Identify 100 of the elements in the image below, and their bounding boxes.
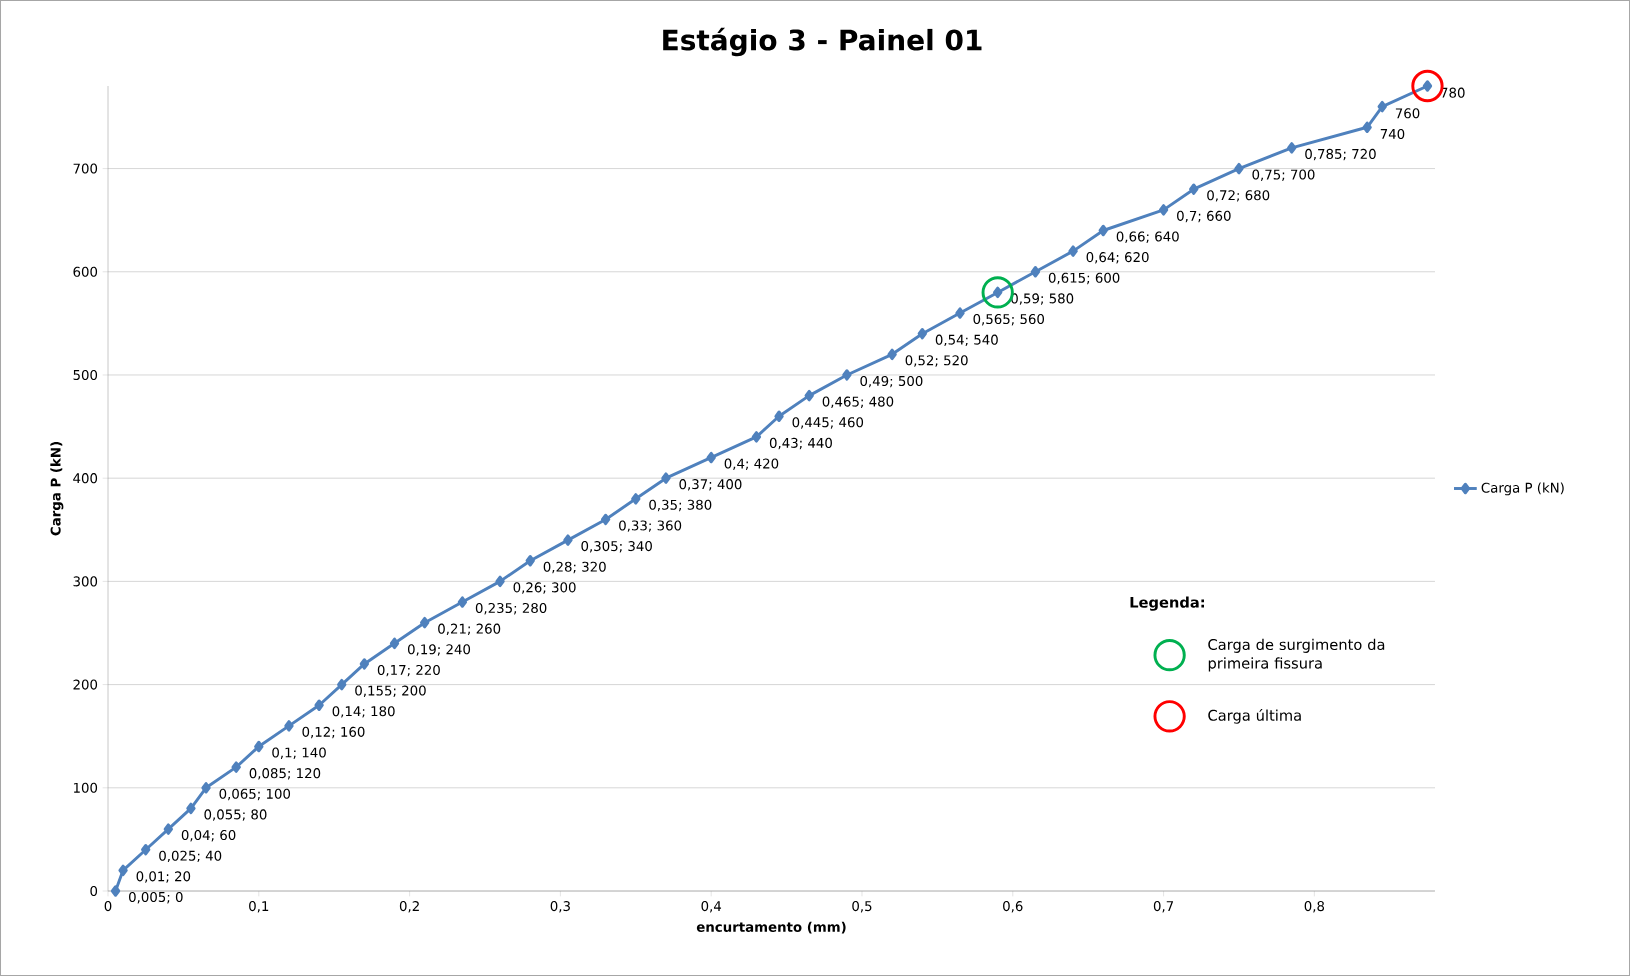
legend-label: Carga última xyxy=(1208,708,1301,724)
y-tick-label: 500 xyxy=(73,369,98,381)
data-label: 0,12; 160 xyxy=(302,726,365,739)
point xyxy=(917,327,927,340)
data-label: 0,615; 600 xyxy=(1048,272,1120,285)
x-tick-label: 0,2 xyxy=(399,901,419,913)
point xyxy=(661,472,671,484)
data-label: 0,35; 380 xyxy=(649,499,712,512)
chart-title: Estágio 3 - Painel 01 xyxy=(663,27,982,57)
y-axis-title: Carga P (kN) xyxy=(50,442,64,536)
point xyxy=(163,823,173,835)
point xyxy=(1362,121,1372,134)
y-tick-label: 600 xyxy=(73,266,98,277)
x-axis-title: encurtamento (mm) xyxy=(696,921,846,934)
x-tick-label: 0 xyxy=(104,901,112,912)
point xyxy=(389,637,400,650)
data-label: 0,14; 180 xyxy=(332,706,395,718)
x-tick-label: 0,3 xyxy=(550,901,570,913)
point xyxy=(600,513,611,526)
data-label: 0,065; 100 xyxy=(219,788,291,801)
data-label: 0,565; 560 xyxy=(973,313,1045,326)
data-label: 0,04; 60 xyxy=(181,830,236,842)
data-label: 0,33; 360 xyxy=(619,520,682,532)
point xyxy=(563,534,573,546)
data-label: 0,17; 220 xyxy=(377,664,440,677)
data-label: 0,005; 0 xyxy=(129,891,183,904)
point xyxy=(254,740,264,753)
data-label: 0,28; 320 xyxy=(543,561,606,574)
y-tick-label: 0 xyxy=(90,885,98,897)
point xyxy=(118,864,128,877)
y-tick-label: 300 xyxy=(73,576,98,587)
legend-label: Carga P (kN) xyxy=(1481,482,1564,496)
point xyxy=(1030,266,1041,278)
point xyxy=(1287,142,1297,154)
data-label: 0,49; 500 xyxy=(860,375,923,388)
data-label: 0,4; 420 xyxy=(724,458,779,470)
point xyxy=(887,348,897,361)
y-tick-label: 100 xyxy=(73,782,98,793)
x-tick-label: 0,4 xyxy=(701,901,722,913)
data-label: 0,055; 80 xyxy=(204,809,267,821)
data-label: 0,305; 340 xyxy=(581,541,652,553)
point xyxy=(631,493,641,505)
legend-label: Carga de surgimento da primeira fissura xyxy=(1208,638,1385,672)
data-label: 0,64; 620 xyxy=(1086,252,1149,264)
point xyxy=(842,369,852,381)
point xyxy=(420,616,430,629)
point xyxy=(110,885,121,897)
point xyxy=(457,596,468,608)
point xyxy=(525,555,535,567)
point xyxy=(751,431,762,443)
data-label: 0,445; 460 xyxy=(792,417,864,429)
data-label: 0,54; 540 xyxy=(935,334,998,347)
x-tick-label: 0,5 xyxy=(852,901,872,913)
x-tick-label: 0,7 xyxy=(1153,901,1174,913)
point xyxy=(359,658,370,670)
point xyxy=(955,307,965,319)
data-label: 0,7; 660 xyxy=(1177,210,1231,223)
point xyxy=(201,782,211,794)
point xyxy=(1189,183,1199,195)
data-label: 0,26; 300 xyxy=(513,582,576,594)
annotation: Legenda: xyxy=(1130,596,1204,611)
data-label: 760 xyxy=(1395,108,1420,119)
x-tick-label: 0,1 xyxy=(249,901,269,913)
data-label: 0,155; 200 xyxy=(355,685,426,697)
point xyxy=(1234,162,1244,175)
data-label: 0,72; 680 xyxy=(1207,190,1270,202)
point xyxy=(1411,69,1444,103)
data-label: 0,75; 700 xyxy=(1252,169,1315,181)
x-tick-label: 0,6 xyxy=(1003,901,1023,913)
data-label: 0,37; 400 xyxy=(679,479,742,491)
data-label: 0,21; 260 xyxy=(438,623,501,636)
data-label: 0,66; 640 xyxy=(1116,231,1179,243)
point xyxy=(774,410,784,422)
point xyxy=(284,720,294,732)
point xyxy=(186,802,196,815)
data-label: 0,52; 520 xyxy=(905,355,968,367)
point xyxy=(1068,245,1078,257)
data-label: 780 xyxy=(1441,87,1465,98)
point xyxy=(337,678,347,691)
point xyxy=(804,389,814,402)
point xyxy=(1098,224,1108,237)
point xyxy=(1377,100,1387,113)
data-label: 0,235; 280 xyxy=(475,602,547,615)
data-label: 0,465; 480 xyxy=(822,396,894,408)
x-tick-label: 0,8 xyxy=(1304,901,1325,913)
point xyxy=(706,451,716,464)
point xyxy=(141,843,151,856)
data-label: 0,025; 40 xyxy=(159,850,222,863)
data-label: 0,785; 720 xyxy=(1305,148,1376,161)
y-tick-label: 200 xyxy=(73,679,98,690)
point xyxy=(314,699,324,711)
data-label: 0,085; 120 xyxy=(249,768,321,780)
point xyxy=(231,761,241,773)
data-label: 740 xyxy=(1380,128,1405,139)
y-tick-label: 700 xyxy=(73,163,98,174)
data-label: 0,01; 20 xyxy=(136,871,191,883)
data-label: 0,43; 440 xyxy=(769,437,832,450)
y-tick-label: 400 xyxy=(73,473,98,484)
point xyxy=(1158,204,1169,216)
point xyxy=(495,575,505,588)
